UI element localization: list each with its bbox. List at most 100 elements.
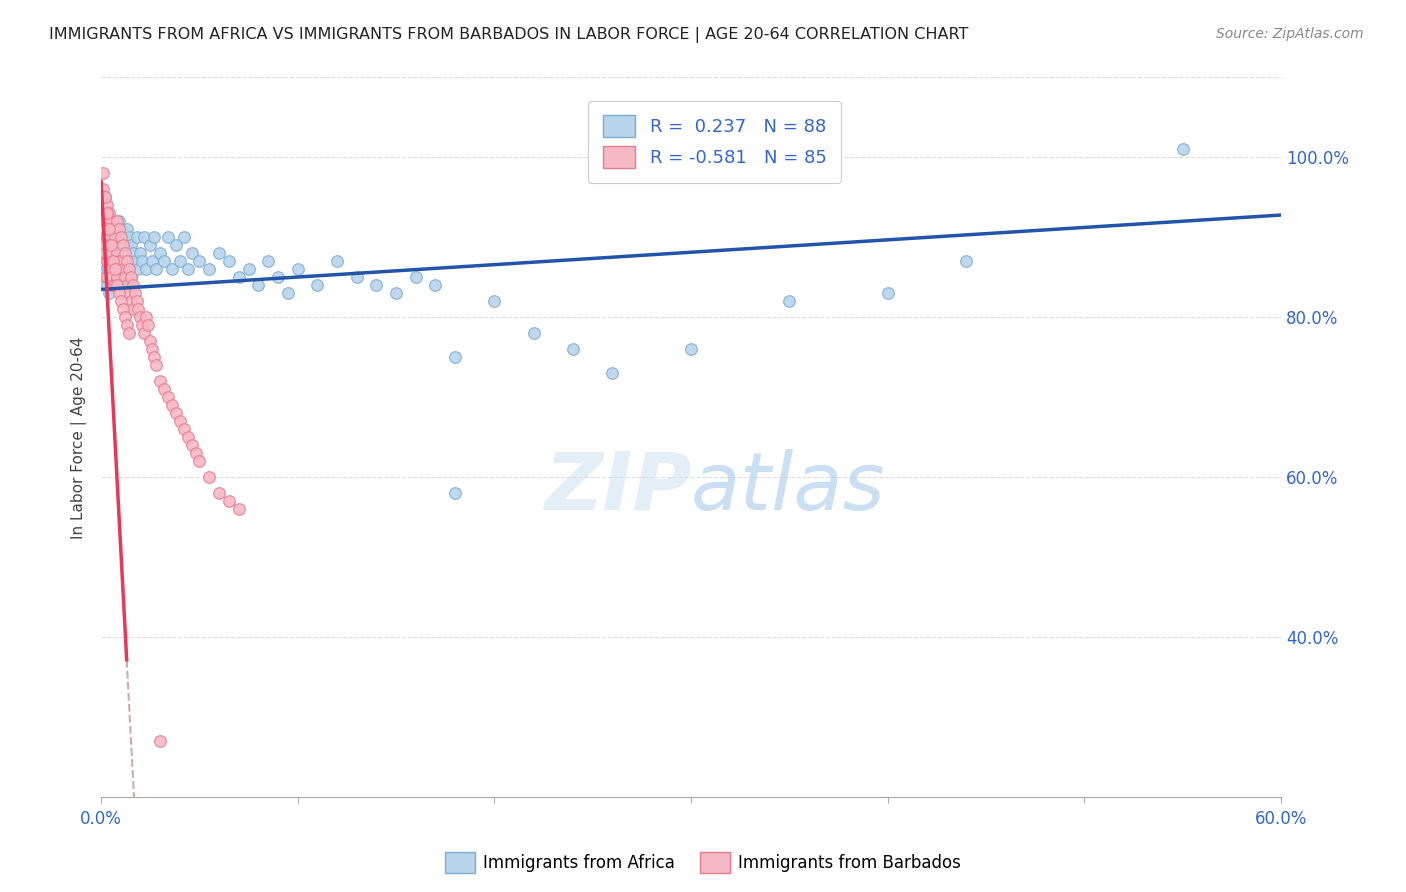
Point — [100, 230, 122, 244]
Point — [149, 375, 172, 389]
Point — [247, 278, 270, 293]
Point — [108, 254, 131, 268]
Point — [385, 286, 408, 301]
Point — [104, 262, 127, 277]
Point — [156, 230, 179, 244]
Point — [160, 262, 183, 277]
Point — [169, 414, 191, 428]
Point — [96, 206, 118, 220]
Point — [134, 326, 156, 341]
Point — [98, 238, 121, 252]
Legend: R =  0.237   N = 88, R = -0.581   N = 85: R = 0.237 N = 88, R = -0.581 N = 85 — [588, 101, 841, 183]
Point — [105, 262, 128, 277]
Point — [91, 230, 114, 244]
Point — [105, 214, 128, 228]
Point — [94, 246, 117, 260]
Point — [91, 214, 114, 228]
Point — [108, 214, 131, 228]
Point — [120, 270, 142, 285]
Point — [188, 454, 211, 468]
Text: Source: ZipAtlas.com: Source: ZipAtlas.com — [1216, 27, 1364, 41]
Point — [120, 270, 142, 285]
Point — [121, 246, 143, 260]
Point — [105, 270, 128, 285]
Point — [238, 262, 260, 277]
Point — [127, 262, 149, 277]
Point — [118, 286, 141, 301]
Point — [110, 294, 132, 309]
Point — [104, 254, 127, 268]
Point — [208, 486, 231, 500]
Point — [96, 206, 118, 220]
Point — [114, 246, 136, 260]
Point — [218, 254, 240, 268]
Point — [104, 278, 127, 293]
Point — [96, 270, 118, 285]
Point — [98, 206, 121, 220]
Point — [118, 326, 141, 341]
Point — [228, 502, 250, 516]
Point — [101, 214, 124, 228]
Point — [115, 222, 138, 236]
Point — [129, 246, 152, 260]
Point — [101, 270, 124, 285]
Point — [101, 278, 124, 293]
Point — [115, 318, 138, 333]
Point — [100, 278, 122, 293]
Point — [135, 310, 157, 325]
Point — [104, 222, 127, 236]
Point — [96, 262, 118, 277]
Point — [115, 254, 138, 268]
Point — [96, 278, 118, 293]
Point — [778, 294, 800, 309]
Point — [188, 254, 211, 268]
Point — [131, 254, 153, 268]
Point — [218, 494, 240, 508]
Text: ZIP: ZIP — [544, 449, 690, 527]
Point — [198, 470, 221, 484]
Point — [96, 254, 118, 268]
Point — [326, 254, 349, 268]
Point — [173, 230, 195, 244]
Point — [165, 238, 187, 252]
Point — [141, 254, 163, 268]
Point — [125, 294, 148, 309]
Point — [114, 270, 136, 285]
Point — [98, 286, 121, 301]
Point — [562, 343, 585, 357]
Point — [111, 302, 134, 317]
Point — [100, 246, 122, 260]
Point — [100, 262, 122, 277]
Point — [143, 351, 166, 365]
Point — [111, 262, 134, 277]
Point — [91, 238, 114, 252]
Point — [125, 230, 148, 244]
Point — [425, 278, 447, 293]
Y-axis label: In Labor Force | Age 20-64: In Labor Force | Age 20-64 — [72, 336, 87, 539]
Point — [121, 302, 143, 317]
Point — [124, 254, 146, 268]
Point — [105, 230, 128, 244]
Point — [366, 278, 388, 293]
Point — [679, 343, 702, 357]
Point — [153, 383, 176, 397]
Point — [876, 286, 898, 301]
Point — [105, 246, 128, 260]
Point — [198, 262, 221, 277]
Point — [124, 286, 146, 301]
Text: IMMIGRANTS FROM AFRICA VS IMMIGRANTS FROM BARBADOS IN LABOR FORCE | AGE 20-64 CO: IMMIGRANTS FROM AFRICA VS IMMIGRANTS FRO… — [49, 27, 969, 43]
Point — [100, 270, 122, 285]
Point — [98, 222, 121, 236]
Point — [115, 278, 138, 293]
Point — [96, 238, 118, 252]
Point — [136, 318, 159, 333]
Point — [104, 254, 127, 268]
Point — [287, 262, 309, 277]
Point — [444, 351, 467, 365]
Point — [94, 246, 117, 260]
Point — [208, 246, 231, 260]
Point — [307, 278, 329, 293]
Point — [105, 278, 128, 293]
Point — [96, 198, 118, 212]
Point — [108, 222, 131, 236]
